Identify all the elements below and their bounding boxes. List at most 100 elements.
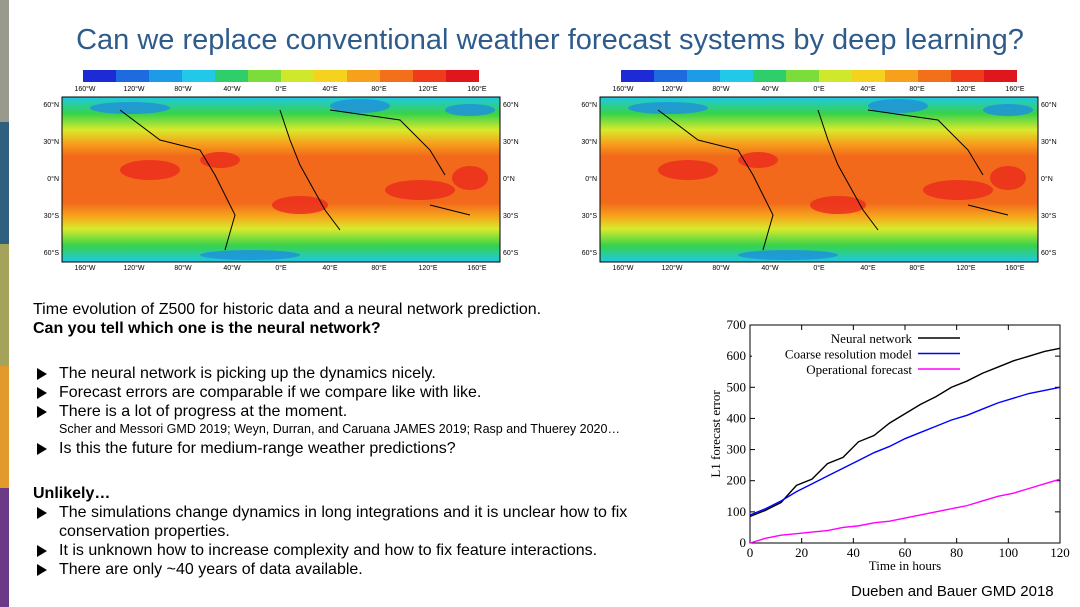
bullet: The neural network is picking up the dyn… xyxy=(33,364,693,383)
lon-label: 120°W xyxy=(123,264,144,272)
y-tick-label: 200 xyxy=(727,473,747,488)
lon-label: 40°W xyxy=(761,264,779,272)
lat-label: 30°S xyxy=(44,212,60,220)
bullet-text: It is unknown how to increase complexity… xyxy=(59,542,598,559)
legend-label: Operational forecast xyxy=(806,362,912,377)
lon-label: 120°E xyxy=(956,264,975,272)
lat-label: 0°N xyxy=(47,175,59,183)
coastline xyxy=(657,109,1009,251)
colorbar-cell xyxy=(83,70,116,82)
bullet: Forecast errors are comparable if we com… xyxy=(33,383,693,402)
lat-label: 60°N xyxy=(581,101,597,109)
bullet-list: Is this the future for medium-range weat… xyxy=(33,439,693,458)
lat-label: 0°N xyxy=(1041,175,1053,183)
y-tick-label: 100 xyxy=(727,504,747,519)
lon-label: 160°W xyxy=(612,85,633,93)
lon-label: 120°E xyxy=(418,264,437,272)
lat-label: 30°N xyxy=(43,138,59,146)
colorbar-cell xyxy=(446,70,479,82)
lon-label: 40°W xyxy=(761,85,779,93)
map-high xyxy=(923,180,993,200)
caption: Time evolution of Z500 for historic data… xyxy=(33,301,542,318)
legend-bg xyxy=(752,346,967,363)
lon-label: 160°W xyxy=(612,264,633,272)
map-low xyxy=(868,99,928,113)
series-line xyxy=(749,347,1061,518)
bullet-text: There is a lot of progress at the moment… xyxy=(59,403,348,420)
strip xyxy=(0,0,9,122)
colorbar-cell xyxy=(248,70,281,82)
y-tick-label: 400 xyxy=(727,410,747,425)
x-tick-label: 80 xyxy=(950,545,963,560)
bullet-arrow xyxy=(37,443,47,455)
lon-label: 80°W xyxy=(174,264,192,272)
bullet: Is this the future for medium-range weat… xyxy=(33,439,693,458)
x-tick-label: 0 xyxy=(747,545,754,560)
lat-label: 30°N xyxy=(1041,138,1057,146)
map-high xyxy=(272,196,328,214)
colorbar-cell xyxy=(885,70,918,82)
lat-label: 60°N xyxy=(503,101,519,109)
colorbar-cell xyxy=(413,70,446,82)
colorbar-cell xyxy=(314,70,347,82)
lat-label: 60°S xyxy=(503,249,519,257)
colorbar-cell xyxy=(852,70,885,82)
map: 160°W 160°W 120°W 120°W 80°W 80°W 40°W 40°W 0°E 0… xyxy=(43,70,519,272)
lat-label: 30°S xyxy=(503,212,519,220)
lat-label: 0°N xyxy=(585,175,597,183)
references: Scher and Messori GMD 2019; Weyn, Durran… xyxy=(59,422,620,436)
strip xyxy=(0,122,9,244)
lon-label: 0°E xyxy=(813,85,825,93)
x-axis-label: Time in hours xyxy=(869,558,941,573)
map-high xyxy=(810,196,866,214)
slide-title: Can we replace conventional weather fore… xyxy=(76,24,1024,56)
map-high xyxy=(452,166,488,190)
map-field xyxy=(61,96,501,263)
bullet-text: The simulations change dynamics in long … xyxy=(59,504,628,540)
colorbar-cell xyxy=(149,70,182,82)
map-low xyxy=(200,250,300,260)
lon-label: 120°W xyxy=(661,85,682,93)
strip xyxy=(0,244,9,366)
bullet-text: Forecast errors are comparable if we com… xyxy=(59,384,482,401)
y-tick-label: 500 xyxy=(727,379,747,394)
colorbar-cell xyxy=(753,70,786,82)
heading: Unlikely… xyxy=(33,485,111,502)
bullet-list: The neural network is picking up the dyn… xyxy=(33,364,693,421)
bullet-text: Is this the future for medium-range weat… xyxy=(59,440,456,457)
lon-label: 40°E xyxy=(322,264,338,272)
bullet-list: The simulations change dynamics in long … xyxy=(33,503,693,579)
map-high xyxy=(200,152,240,168)
map-high xyxy=(385,180,455,200)
map: 160°W 160°W 120°W 120°W 80°W 80°W 40°W 40°W 0°E 0… xyxy=(581,70,1057,272)
bullet-arrow xyxy=(37,406,47,418)
lon-label: 120°W xyxy=(123,85,144,93)
bullet-text: There are only ~40 years of data availab… xyxy=(59,561,363,578)
lon-label: 80°E xyxy=(909,264,925,272)
lon-label: 40°E xyxy=(860,264,876,272)
bullet-arrow xyxy=(37,545,47,557)
bullet-arrow xyxy=(37,387,47,399)
bullet-arrow xyxy=(37,507,47,519)
lon-label: 120°W xyxy=(661,264,682,272)
series-line xyxy=(749,386,1061,516)
x-tick-label: 40 xyxy=(847,545,860,560)
lon-label: 160°W xyxy=(74,264,95,272)
colorbar-cell xyxy=(720,70,753,82)
colorbar-cell xyxy=(281,70,314,82)
bullet-arrow xyxy=(37,368,47,380)
lon-label: 160°W xyxy=(74,85,95,93)
x-tick-label: 100 xyxy=(999,545,1019,560)
map-low xyxy=(330,99,390,113)
lat-label: 60°N xyxy=(43,101,59,109)
bullet: There are only ~40 years of data availab… xyxy=(33,560,693,579)
colorbar-cell xyxy=(621,70,654,82)
colorbar-cell xyxy=(918,70,951,82)
lat-label: 30°N xyxy=(581,138,597,146)
lon-label: 80°E xyxy=(909,85,925,93)
question: Can you tell which one is the neural net… xyxy=(33,320,381,337)
colorbar-cell xyxy=(380,70,413,82)
lon-label: 80°W xyxy=(174,85,192,93)
map-low xyxy=(738,250,838,260)
